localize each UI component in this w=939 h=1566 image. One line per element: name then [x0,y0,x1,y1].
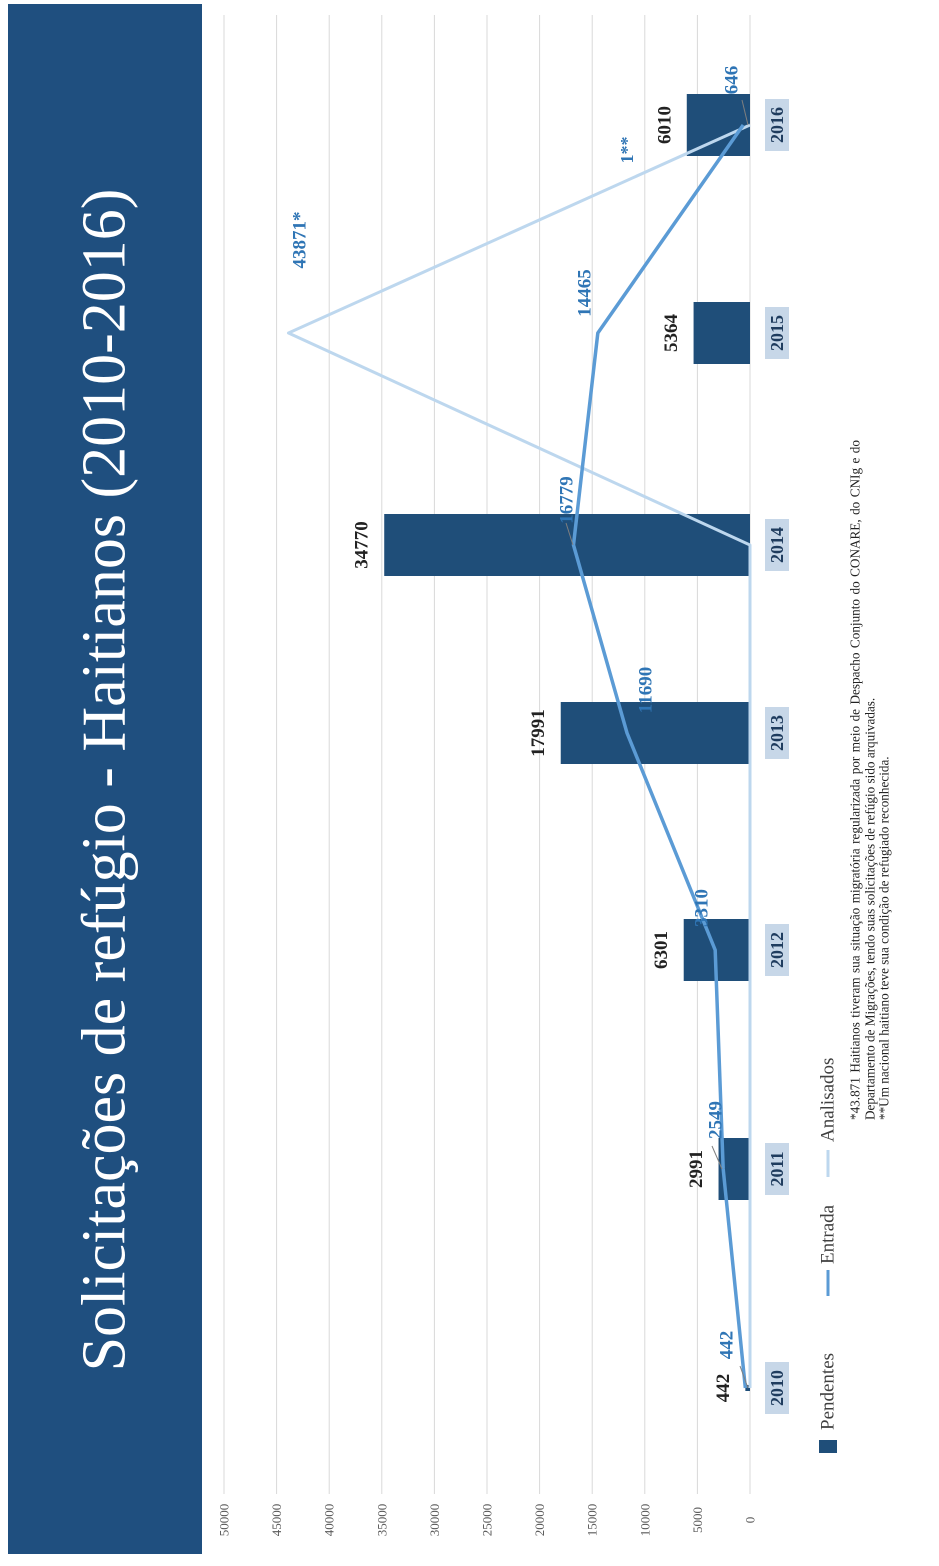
category-label: 2016 [767,107,787,143]
tick-label: 30000 [427,1504,442,1537]
legend-swatch-pendentes [819,1440,837,1453]
tick-label: 50000 [217,1504,232,1537]
line-analisados [286,123,752,1388]
data-label-entrada: 442 [717,1331,738,1360]
leader-line [739,1365,749,1389]
category-label-bg [765,307,789,359]
data-label-pendentes: 6010 [654,106,675,144]
tick-label: 40000 [322,1504,337,1537]
data-label-analisados: 43871* [290,212,311,269]
bar-pendentes [686,94,750,156]
tick-label: 35000 [374,1504,389,1537]
category-label: 2015 [767,315,787,351]
data-label-pendentes: 17991 [528,709,549,757]
category-label: 2014 [767,527,787,563]
data-label-analisados: 1** [617,137,637,164]
bar-pendentes [560,702,750,764]
legend: Pendentes Entrada Analisados [818,1058,839,1453]
footnote-1: *43.871 Haitianos tiveram sua situação m… [847,440,877,1120]
category-label-bg [765,519,789,571]
legend-label-pendentes: Pendentes [818,1353,839,1430]
category-label: 2010 [767,1370,787,1406]
tick-label: 10000 [637,1504,652,1537]
tick-label: 45000 [269,1504,284,1537]
data-label-pendentes: 442 [713,1374,734,1403]
bar-pendentes [384,514,750,576]
footnote-2: **Um nacional haitiano teve sua condição… [876,756,892,1120]
value-axis-ticks: 0 5000 10000 15000 20000 25000 30000 35000 40000… [217,1504,758,1537]
tick-label: 15000 [585,1504,600,1537]
category-label: 2011 [767,1151,787,1186]
data-label-pendentes: 2991 [686,1150,707,1188]
category-label: 2013 [767,715,787,751]
legend-label-entrada: Entrada [818,1204,839,1264]
data-label-pendentes: 5364 [661,314,682,353]
data-label-entrada: 646 [722,66,743,95]
category-label: 2012 [767,932,787,968]
title-band [8,4,202,1554]
data-label-pendentes: 34770 [352,521,373,569]
tick-label: 0 [743,1517,758,1524]
footnotes: *43.871 Haitianos tiveram sua situação m… [847,440,892,1120]
data-label-entrada: 3310 [692,889,713,927]
category-labels: 2010 2011 2012 2013 2014 2015 2016 [765,99,789,1414]
data-label-pendentes: 6301 [651,931,672,969]
line-entrada [571,123,748,1389]
category-label-bg [765,99,789,151]
tick-label: 20000 [532,1504,547,1537]
data-label-entrada: 2549 [706,1101,727,1139]
tick-label: 5000 [690,1507,705,1533]
tick-label: 25000 [480,1504,495,1537]
series-lines [286,123,752,1389]
data-label-entrada: 11690 [636,667,657,713]
data-labels: 442 2991 6301 17991 34770 5364 6010 442 2549 3310… [290,66,749,1403]
category-label-bg [765,1143,789,1195]
category-label-bg [765,924,789,976]
category-label-bg [765,707,789,759]
legend-label-analisados: Analisados [818,1058,839,1142]
leader-line [741,99,749,126]
bar-pendentes [693,302,750,364]
data-label-entrada: 14465 [575,269,596,317]
leader-line [711,1145,723,1170]
leader-line [565,522,574,546]
category-label-bg [765,1362,789,1414]
data-label-entrada: 16779 [557,476,578,524]
bars-pendentes [384,94,750,1391]
